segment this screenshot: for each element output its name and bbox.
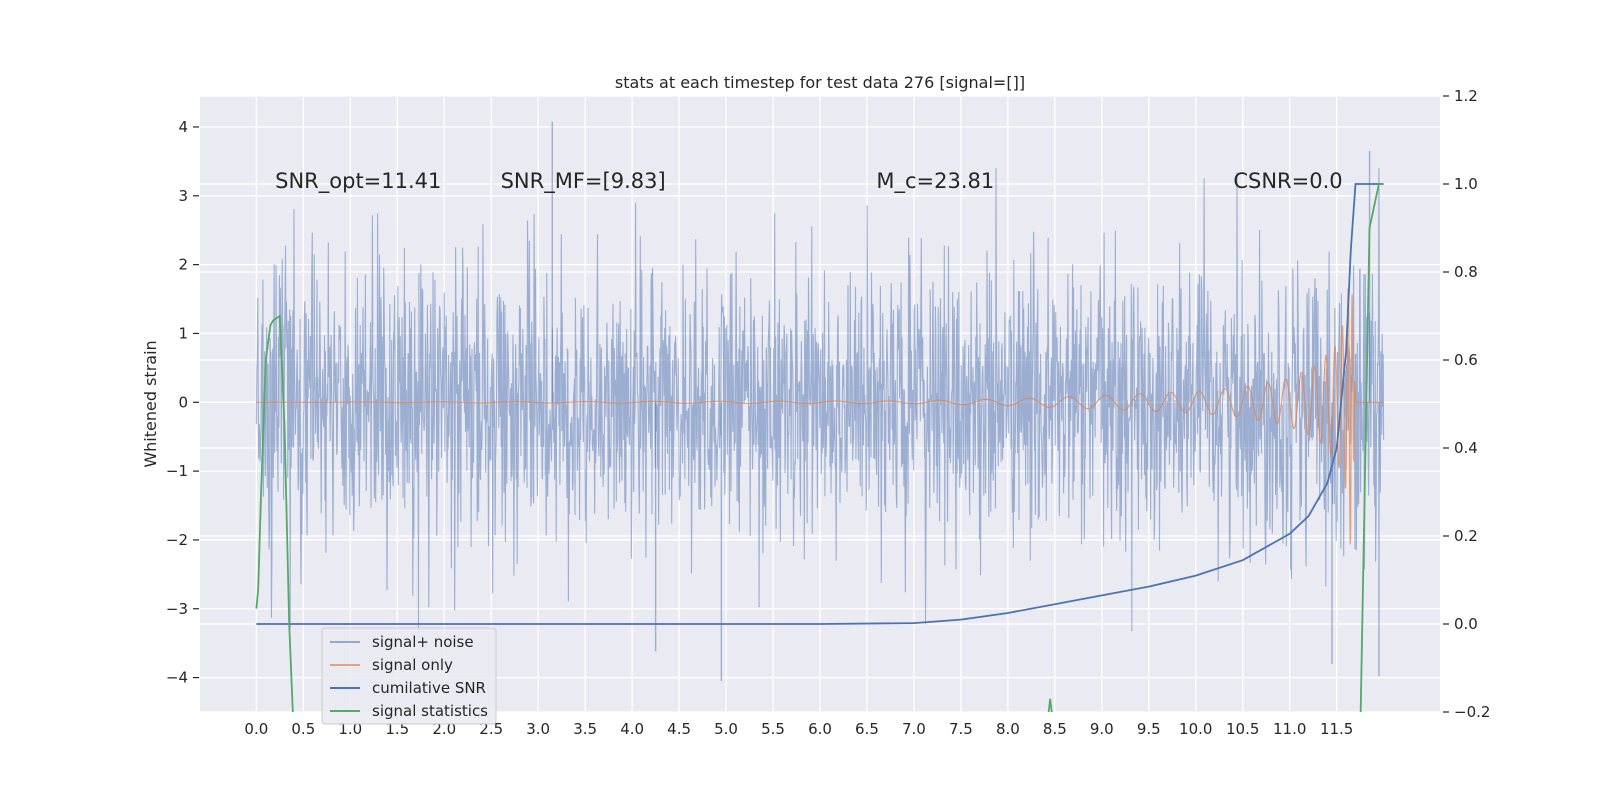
y2-tick-label: 1.0 xyxy=(1454,175,1478,193)
y2-tick-label: −0.2 xyxy=(1454,703,1490,721)
x-axis: 0.0 0.5 1.0 1.5 2.0 2.5 3.0 3.5 4.0 4.5 5.0 5.5 6.0 6… xyxy=(244,720,1353,738)
series-signal-noise-line xyxy=(255,168,1385,634)
x-tick-label: 3.5 xyxy=(573,720,597,738)
y-tick-label: 4 xyxy=(178,118,188,136)
annotations: SNR_opt=11.41 SNR_MF=[9.83] M_c=23.81 CSNR=… xyxy=(275,169,1342,194)
y2-tick-label: 0.0 xyxy=(1454,615,1478,633)
x-tick-label: 5.5 xyxy=(761,720,785,738)
x-tick-label: 11.5 xyxy=(1320,720,1353,738)
x-tick-label: 7.5 xyxy=(949,720,973,738)
series-signal-only-line xyxy=(256,288,1384,545)
y-tick-label: 1 xyxy=(178,324,188,342)
x-tick-label: 9.0 xyxy=(1090,720,1114,738)
x-tick-label: 0.5 xyxy=(291,720,315,738)
legend-label: signal only xyxy=(372,656,453,674)
x-tick-label: 6.5 xyxy=(855,720,879,738)
annotation-snr-mf: SNR_MF=[9.83] xyxy=(501,169,666,194)
y2-tick-label: 0.8 xyxy=(1454,263,1478,281)
x-tick-label: 6.0 xyxy=(808,720,832,738)
x-tick-label: 8.5 xyxy=(1043,720,1067,738)
series-signal-statistics-line xyxy=(255,183,1384,712)
x-tick-label: 7.0 xyxy=(902,720,926,738)
y-tick-label: −1 xyxy=(166,462,188,480)
legend-label: signal+ noise xyxy=(372,633,474,651)
y2-tick-label: 0.4 xyxy=(1454,439,1478,457)
x-tick-label: 10.5 xyxy=(1226,720,1259,738)
y-tick-label: 3 xyxy=(178,187,188,205)
x-tick-label: 9.5 xyxy=(1137,720,1161,738)
y-axis-label: Whitened strain xyxy=(141,340,160,467)
x-tick-label: 5.0 xyxy=(714,720,738,738)
y2-tick-label: 0.2 xyxy=(1454,527,1478,545)
x-tick-label: 11.0 xyxy=(1273,720,1306,738)
x-tick-label: 8.0 xyxy=(996,720,1020,738)
legend-box xyxy=(321,627,497,725)
series-cumulative-snr-line xyxy=(256,183,1384,625)
annotation-mc: M_c=23.81 xyxy=(876,169,994,194)
y2-tick-label: 1.2 xyxy=(1454,87,1478,105)
annotation-csnr: CSNR=0.0 xyxy=(1233,169,1342,193)
chart-title: stats at each timestep for test data 276… xyxy=(615,73,1025,92)
y-tick-label: −3 xyxy=(166,600,188,618)
legend-label: signal statistics xyxy=(372,702,488,720)
x-tick-label: 3.0 xyxy=(526,720,550,738)
x-tick-label: 4.5 xyxy=(667,720,691,738)
legend: signal+ noise signal only cumilative SNR si… xyxy=(321,627,497,725)
left-y-axis: 4 3 2 1 0 −1 −2 −3 −4 xyxy=(166,118,199,687)
annotation-snr-opt: SNR_opt=11.41 xyxy=(275,169,441,194)
x-tick-label: 0.0 xyxy=(244,720,268,738)
x-tick-label: 4.0 xyxy=(620,720,644,738)
y-tick-label: 0 xyxy=(178,393,188,411)
series-layer xyxy=(255,121,1385,712)
legend-label: cumilative SNR xyxy=(372,679,486,697)
x-tick-label: 10.0 xyxy=(1179,720,1212,738)
right-y-axis: 1.2 1.0 0.8 0.6 0.4 0.2 0.0 −0.2 xyxy=(1443,87,1490,721)
y-tick-label: 2 xyxy=(178,256,188,274)
y-tick-label: −2 xyxy=(166,531,188,549)
y-tick-label: −4 xyxy=(166,669,188,687)
y2-tick-label: 0.6 xyxy=(1454,351,1478,369)
